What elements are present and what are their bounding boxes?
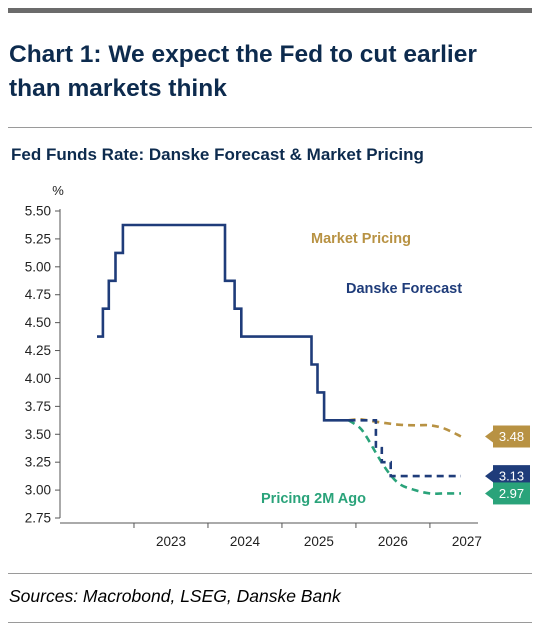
end-label-pointer bbox=[485, 487, 493, 500]
end-label-value: 3.13 bbox=[499, 469, 524, 484]
y-tick-label: 3.75 bbox=[25, 399, 51, 414]
end-label-pricing-2m-ago: 2.97 bbox=[485, 482, 530, 505]
end-label-pointer bbox=[485, 430, 493, 443]
series-pricing-2m-ago-line bbox=[347, 419, 461, 495]
x-tick-label: 2026 bbox=[378, 534, 408, 549]
series-market-pricing-line bbox=[348, 417, 462, 438]
y-axis: 5.50 5.25 5.00 4.75 4.50 4.25 4.00 3.75 3.50 3.25… bbox=[25, 204, 61, 526]
labels-layer: Market Pricing Danske Forecast Pricing 2… bbox=[261, 231, 462, 507]
y-tick-label: 2.75 bbox=[25, 511, 51, 526]
series-danske-forecast-line bbox=[97, 223, 349, 422]
y-unit-label: % bbox=[52, 183, 64, 198]
y-tick-label: 5.00 bbox=[25, 259, 51, 274]
end-label-value: 2.97 bbox=[499, 486, 524, 501]
x-tick-label: 2025 bbox=[304, 534, 334, 549]
title-divider bbox=[8, 127, 532, 128]
y-tick-label: 4.50 bbox=[25, 315, 51, 330]
y-tick-label: 3.00 bbox=[25, 483, 51, 498]
sources-note: Sources: Macrobond, LSEG, Danske Bank bbox=[9, 586, 341, 606]
y-tick-label: 3.25 bbox=[25, 455, 51, 470]
end-label-box bbox=[493, 425, 530, 448]
end-labels-layer: 3.48 3.13 2.97 bbox=[485, 425, 530, 505]
y-tick-label: 3.50 bbox=[25, 427, 51, 442]
end-label-value: 3.48 bbox=[499, 429, 524, 444]
annotation-pricing-2m-ago: Pricing 2M Ago bbox=[261, 491, 366, 507]
y-tick-label: 4.75 bbox=[25, 287, 51, 302]
y-tick-label: 4.00 bbox=[25, 371, 51, 386]
annotation-market-pricing: Market Pricing bbox=[311, 231, 411, 247]
top-rule bbox=[8, 8, 532, 13]
end-label-pointer bbox=[485, 470, 493, 483]
x-tick-label: 2023 bbox=[156, 534, 186, 549]
sources-bottom-divider bbox=[8, 622, 532, 623]
chart-subtitle: Fed Funds Rate: Danske Forecast & Market… bbox=[11, 145, 424, 164]
end-label-box bbox=[493, 465, 530, 488]
y-tick-label: 5.25 bbox=[25, 231, 51, 246]
y-tick-label: 5.50 bbox=[25, 204, 51, 219]
fed-funds-chart: % 5.50 5.25 5.00 4.75 4.50 4.25 4.00 3.75 3.50 3.… bbox=[25, 183, 530, 549]
end-label-market-pricing: 3.48 bbox=[485, 425, 530, 448]
end-label-box bbox=[493, 482, 530, 505]
sources-top-divider bbox=[8, 573, 532, 574]
y-tick-label: 4.25 bbox=[25, 343, 51, 358]
x-tick-label: 2027 bbox=[452, 534, 482, 549]
x-axis: 2023 2024 2025 2026 2027 bbox=[60, 522, 482, 549]
series-layer bbox=[97, 223, 462, 495]
x-tick-label: 2024 bbox=[230, 534, 261, 549]
end-label-danske-forecast: 3.13 bbox=[485, 465, 530, 488]
annotation-danske-forecast: Danske Forecast bbox=[346, 281, 462, 297]
chart-title: Chart 1: We expect the Fed to cut earlie… bbox=[9, 41, 477, 102]
